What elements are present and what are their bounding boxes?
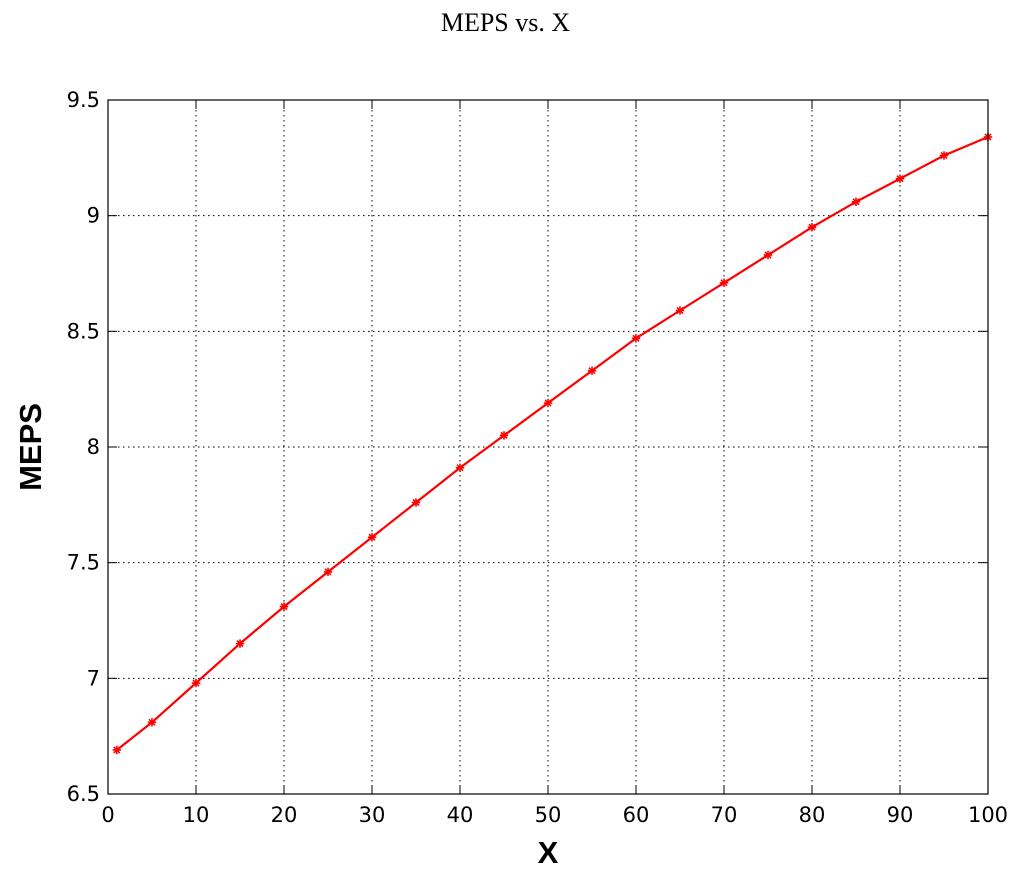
tick-labels: 0 10 20 30 40 50 60 70 80 90 100 6.5 7 7.5 8 8.5 9 9.5 — [67, 88, 1008, 827]
x-tick-label: 70 — [711, 803, 738, 827]
x-axis-label: X — [538, 835, 559, 870]
y-tick-label: 7 — [87, 666, 100, 690]
data-point-marker — [323, 567, 333, 577]
data-point-marker — [455, 463, 465, 472]
x-tick-label: 50 — [535, 803, 562, 827]
x-tick-label: 0 — [101, 803, 114, 827]
x-tick-label: 20 — [271, 803, 298, 827]
y-tick-label: 6.5 — [67, 782, 100, 806]
y-tick-label: 9.5 — [67, 88, 100, 112]
x-tick-label: 10 — [183, 803, 210, 827]
data-point-marker — [279, 602, 289, 611]
data-point-marker — [367, 533, 377, 542]
data-point-marker — [763, 250, 773, 260]
y-axis-label: MEPS — [13, 403, 48, 491]
data-point-marker — [631, 334, 641, 343]
data-point-marker — [235, 639, 245, 648]
y-tick-label: 9 — [87, 204, 100, 228]
data-point-marker — [191, 678, 201, 688]
data-point-marker — [719, 278, 729, 287]
data-point-marker — [851, 197, 861, 207]
data-point-marker — [147, 718, 157, 727]
x-tick-label: 100 — [968, 803, 1008, 827]
data-point-marker — [807, 222, 817, 232]
data-point-marker — [411, 498, 421, 507]
data-point-marker — [499, 431, 509, 440]
data-point-marker — [587, 366, 597, 375]
x-tick-label: 90 — [887, 803, 914, 827]
y-tick-label: 7.5 — [67, 551, 100, 575]
x-tick-label: 30 — [359, 803, 386, 827]
x-tick-label: 40 — [447, 803, 474, 827]
y-tick-label: 8.5 — [67, 319, 100, 343]
x-tick-label: 60 — [623, 803, 650, 827]
data-point-marker — [895, 174, 905, 183]
data-point-marker — [675, 306, 685, 315]
grid-lines — [108, 100, 988, 794]
y-tick-label: 8 — [87, 435, 100, 459]
data-point-marker — [543, 398, 553, 408]
chart-title: MEPS vs. X — [440, 8, 571, 37]
tick-marks — [107, 99, 989, 795]
x-tick-label: 80 — [799, 803, 826, 827]
series-layer — [112, 132, 993, 755]
data-point-marker — [939, 151, 949, 160]
data-point-marker — [112, 745, 122, 755]
